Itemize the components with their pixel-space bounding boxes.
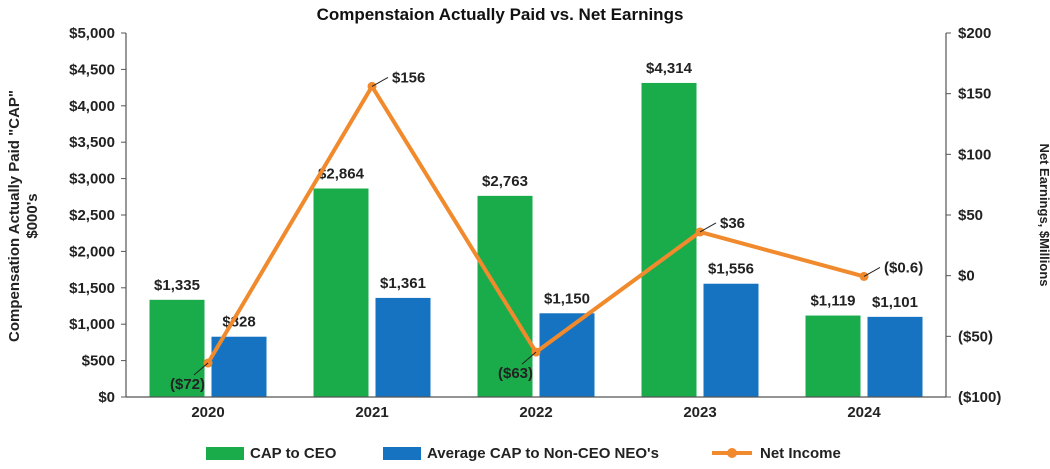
y-tick-label: $3,000 bbox=[69, 171, 115, 188]
y2-axis-ticks: ($100) ($50) $0 $50 $100 $150 $200 bbox=[946, 25, 1001, 406]
neo-cap-label: $1,150 bbox=[544, 290, 590, 307]
net-income-segment bbox=[534, 229, 702, 355]
y-axis-title-line-2: $000's bbox=[24, 193, 41, 238]
net-income-leader bbox=[863, 266, 881, 277]
net-income-leader bbox=[193, 362, 209, 376]
legend-net-income-label: Net Income bbox=[760, 445, 841, 462]
neo-cap-bar bbox=[539, 313, 595, 397]
net-income-label: ($63) bbox=[498, 365, 533, 382]
neo-cap-bar bbox=[867, 316, 923, 397]
y-tick-label: $2,500 bbox=[69, 207, 115, 224]
neo-cap-bar bbox=[703, 283, 759, 397]
ceo-cap-label: $2,763 bbox=[482, 173, 528, 190]
y-tick-label: $5,000 bbox=[69, 25, 115, 42]
axes bbox=[125, 33, 947, 398]
chart-title: Compenstaion Actually Paid vs. Net Earni… bbox=[317, 5, 684, 24]
net-income-segment bbox=[370, 84, 538, 355]
ceo-cap-label: $1,119 bbox=[810, 293, 855, 310]
x-tick-label: 2024 bbox=[847, 404, 881, 421]
y-tick-label: $500 bbox=[82, 353, 115, 370]
legend-ceo-swatch bbox=[206, 447, 244, 460]
x-axis-ticks: 2020 2021 2022 2023 2024 bbox=[191, 404, 881, 421]
y2-tick-label: $200 bbox=[958, 25, 991, 42]
legend-net-income-marker bbox=[727, 448, 737, 458]
legend: CAP to CEO Average CAP to Non-CEO NEO's Ne… bbox=[206, 445, 841, 462]
net-income-label: $156 bbox=[392, 69, 425, 86]
ceo-cap-label: $1,335 bbox=[154, 277, 200, 294]
neo-cap-label: $1,361 bbox=[380, 275, 426, 292]
bars: $1,335$828$2,864$1,361$2,763$1,150$4,314… bbox=[149, 60, 923, 398]
y-tick-label: $3,500 bbox=[69, 134, 115, 151]
x-tick-label: 2022 bbox=[519, 404, 552, 421]
legend-neo-label: Average CAP to Non-CEO NEO's bbox=[427, 445, 659, 462]
net-income-leader bbox=[521, 351, 537, 365]
y-tick-label: $4,500 bbox=[69, 61, 115, 78]
x-tick-label: 2020 bbox=[191, 404, 224, 421]
neo-cap-label: $1,101 bbox=[872, 294, 918, 311]
y2-tick-label: ($50) bbox=[958, 328, 993, 345]
y-tick-label: $0 bbox=[98, 389, 115, 406]
y2-tick-label: ($100) bbox=[958, 389, 1001, 406]
net-income-label: $36 bbox=[720, 215, 745, 232]
net-income-leader bbox=[699, 222, 717, 233]
y-tick-label: $2,000 bbox=[69, 243, 115, 260]
y-tick-label: $1,000 bbox=[69, 316, 115, 333]
net-income-segment bbox=[698, 229, 866, 279]
net-income-segment bbox=[206, 84, 374, 366]
net-income-line: ($72) $156 ($63) $36 ($0.6) bbox=[170, 69, 923, 393]
y-tick-label: $1,500 bbox=[69, 280, 115, 297]
neo-cap-label: $1,556 bbox=[708, 261, 754, 278]
y2-tick-label: $100 bbox=[958, 146, 991, 163]
y2-tick-label: $150 bbox=[958, 86, 991, 103]
y-axis-title-line-1: Compensation Actually Paid "CAP" bbox=[6, 90, 23, 342]
neo-cap-bar bbox=[211, 336, 267, 397]
legend-ceo-label: CAP to CEO bbox=[250, 445, 337, 462]
ceo-cap-bar bbox=[313, 188, 369, 397]
x-tick-label: 2023 bbox=[683, 404, 716, 421]
ceo-cap-label: $4,314 bbox=[646, 60, 693, 77]
net-income-leader bbox=[371, 76, 389, 87]
y-axis-title: Compensation Actually Paid "CAP" $000's bbox=[6, 90, 41, 342]
y-axis-ticks: $0 $500 $1,000 $1,500 $2,000 $2,500 $3,000 $3,5… bbox=[69, 25, 126, 406]
y2-axis-title: Net Earnings, $Millions bbox=[1037, 143, 1050, 286]
net-income-label: ($72) bbox=[170, 376, 205, 393]
neo-cap-bar bbox=[375, 297, 431, 397]
y2-tick-label: $50 bbox=[958, 207, 983, 224]
y2-tick-label: $0 bbox=[958, 268, 975, 285]
y-tick-label: $4,000 bbox=[69, 98, 115, 115]
legend-neo-swatch bbox=[383, 447, 421, 460]
ceo-cap-bar bbox=[149, 299, 205, 397]
x-tick-label: 2021 bbox=[355, 404, 388, 421]
ceo-cap-label: $2,864 bbox=[318, 166, 365, 183]
ceo-cap-bar bbox=[805, 315, 861, 397]
net-income-label: ($0.6) bbox=[884, 259, 923, 276]
